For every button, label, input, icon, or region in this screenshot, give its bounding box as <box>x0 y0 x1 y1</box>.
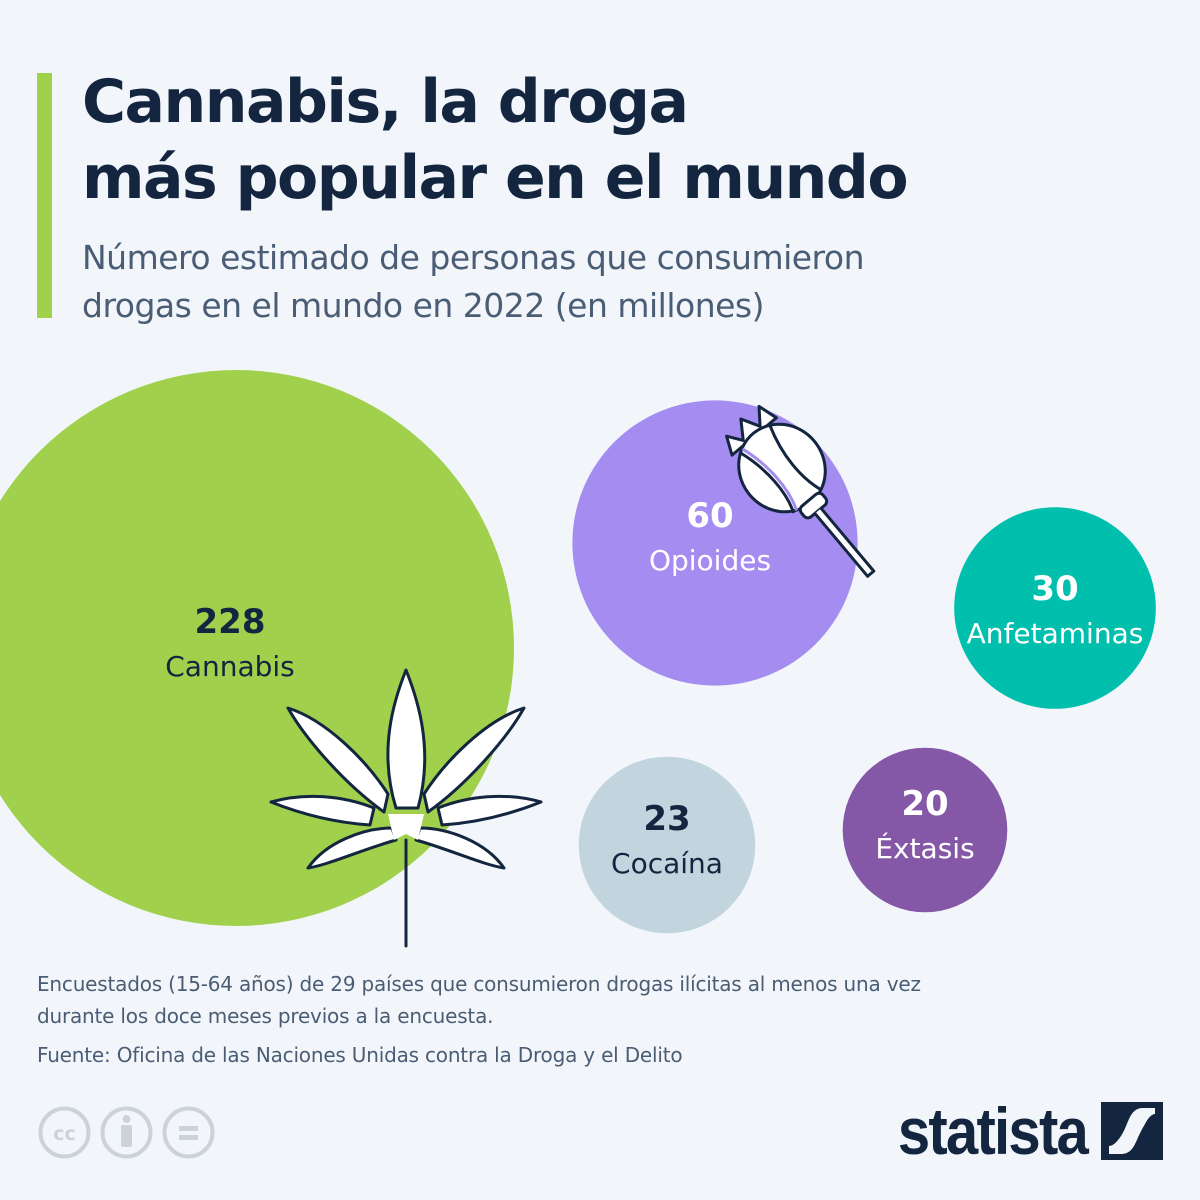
subtitle-line-1: Número estimado de personas que consumie… <box>82 238 865 277</box>
category-label-cocaina: Cocaína <box>611 847 723 880</box>
statista-logo-text: statista <box>897 1094 1089 1168</box>
title-accent-bar <box>37 73 52 318</box>
labels-layer: 228 Cannabis 60 Opioides 30 Anfetaminas 23 Coca… <box>165 496 1143 880</box>
page-title: Cannabis, la droga más popular en el mun… <box>82 64 1162 216</box>
category-label-anfetaminas: Anfetaminas <box>967 617 1144 650</box>
attribution-icon[interactable] <box>99 1105 154 1160</box>
title-line-2: más popular en el mundo <box>82 143 909 213</box>
value-label-opioides: 60 <box>686 496 733 536</box>
license-icons: cc <box>37 1105 216 1160</box>
statista-logo[interactable]: statista <box>872 1098 1163 1164</box>
footnote: Encuestados (15-64 años) de 29 países qu… <box>37 968 1147 1032</box>
no-derivatives-icon[interactable] <box>161 1105 216 1160</box>
subtitle-line-2: drogas en el mundo en 2022 (en millones) <box>82 286 765 325</box>
value-label-cocaina: 23 <box>643 799 690 839</box>
poppy-pod-icon <box>725 404 876 578</box>
category-label-opioides: Opioides <box>649 544 771 577</box>
category-label-cannabis: Cannabis <box>165 650 295 683</box>
value-label-anfetaminas: 30 <box>1031 569 1078 609</box>
svg-text:cc: cc <box>53 1123 76 1145</box>
cannabis-leaf-icon <box>269 668 543 948</box>
source-note: Fuente: Oficina de las Naciones Unidas c… <box>37 1043 683 1067</box>
title-line-1: Cannabis, la droga <box>82 67 689 137</box>
footnote-line-1: Encuestados (15-64 años) de 29 países qu… <box>37 972 921 996</box>
footnote-line-2: durante los doce meses previos a la encu… <box>37 1004 494 1028</box>
bubble-cocaina <box>578 756 756 934</box>
bubble-anfetaminas <box>954 507 1156 709</box>
value-label-extasis: 20 <box>901 784 948 824</box>
bubble-cannabis <box>0 370 514 926</box>
value-label-cannabis: 228 <box>195 602 266 642</box>
creative-commons-icon[interactable]: cc <box>37 1105 92 1160</box>
icons-layer <box>269 404 876 948</box>
statista-logo-mark-icon <box>1101 1102 1163 1160</box>
category-label-extasis: Éxtasis <box>875 831 974 865</box>
chart-subtitle: Número estimado de personas que consumie… <box>82 234 1172 330</box>
bubble-extasis <box>842 747 1008 913</box>
